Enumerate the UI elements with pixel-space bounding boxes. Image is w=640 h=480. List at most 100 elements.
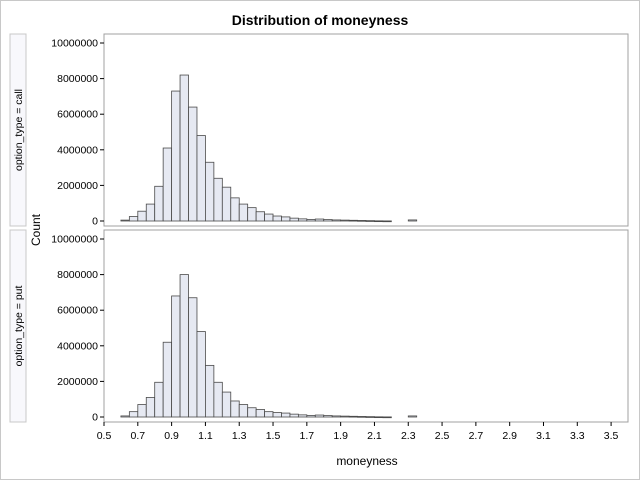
histogram-bar xyxy=(357,416,367,418)
histogram-bar xyxy=(179,74,189,222)
histogram-bar xyxy=(331,415,342,418)
panel-label-put: option_type = put xyxy=(13,285,25,366)
x-tick-label: 0.9 xyxy=(164,430,179,442)
panel-label-call: option_type = call xyxy=(13,89,25,171)
histogram-bar xyxy=(238,203,249,222)
histogram-bar xyxy=(221,391,232,418)
histogram-bar xyxy=(154,185,164,222)
y-axis-ticks-put: 0 2000000 4000000 6000000 8000000 10000000 xyxy=(51,234,104,424)
histogram-bar xyxy=(128,216,139,222)
histogram-bar xyxy=(137,404,147,418)
x-tick-label: 1.5 xyxy=(266,430,281,442)
histogram-bar xyxy=(128,411,139,418)
histogram-bar xyxy=(264,213,274,222)
x-tick-label: 2.1 xyxy=(367,430,382,442)
y-tick-label: 6000000 xyxy=(57,109,98,121)
histogram-bar xyxy=(264,411,274,418)
x-tick-label: 3.5 xyxy=(604,430,619,442)
histogram-bar xyxy=(205,364,215,418)
y-tick-label: 4000000 xyxy=(57,340,98,352)
histogram-bar xyxy=(357,220,367,222)
histogram-bar xyxy=(306,218,316,222)
histogram-bar xyxy=(171,90,181,222)
histogram-bar xyxy=(374,220,384,223)
histogram-bar xyxy=(188,297,198,418)
histogram-bar xyxy=(230,400,240,418)
histogram-bar xyxy=(213,381,223,418)
histogram-bar xyxy=(323,219,333,222)
x-tick-label: 0.7 xyxy=(131,430,146,442)
bars-call xyxy=(120,74,418,223)
histogram-bar xyxy=(323,415,333,418)
histogram-bar xyxy=(188,106,198,222)
panel-strip-call xyxy=(9,33,27,227)
y-axis-label: Count xyxy=(29,213,43,246)
histogram-bar xyxy=(247,207,257,222)
x-tick-label: 2.9 xyxy=(502,430,517,442)
histogram-bar xyxy=(205,161,215,222)
y-tick-label: 2000000 xyxy=(57,180,98,192)
histogram-bar xyxy=(145,397,156,418)
histogram-bar xyxy=(120,415,130,418)
histogram-bar xyxy=(272,412,282,418)
y-tick-label: 10000000 xyxy=(51,38,98,50)
histogram-bar xyxy=(331,219,342,222)
panel-frame-call xyxy=(103,33,629,227)
histogram-bar xyxy=(314,218,325,222)
x-tick-label: 1.7 xyxy=(300,430,315,442)
y-tick-label: 8000000 xyxy=(57,269,98,281)
histogram-bar xyxy=(230,197,240,222)
x-axis-label: moneyness xyxy=(336,454,397,468)
histogram-bar xyxy=(255,409,265,418)
histogram-bar xyxy=(340,415,350,418)
histogram-bar xyxy=(272,215,282,222)
histogram-bar xyxy=(162,341,173,418)
y-axis-ticks-call: 0 2000000 4000000 6000000 8000000 10000000 xyxy=(51,38,104,228)
histogram-bar xyxy=(213,177,223,222)
histogram-bar xyxy=(179,274,189,418)
bars-put xyxy=(120,274,418,419)
histogram-bar xyxy=(365,416,375,418)
histogram-bar xyxy=(281,412,291,418)
panel-frame-put xyxy=(103,229,629,423)
histogram-bar xyxy=(407,415,418,418)
x-tick-label: 1.3 xyxy=(232,430,247,442)
histogram-bar xyxy=(281,216,291,222)
histogram-bar xyxy=(297,218,308,222)
x-tick-label: 0.5 xyxy=(97,430,112,442)
y-tick-label: 6000000 xyxy=(57,305,98,317)
histogram-bar xyxy=(340,219,350,222)
histogram-bar xyxy=(314,414,325,418)
histogram-bar xyxy=(247,407,257,418)
histogram-bar xyxy=(365,220,375,222)
histogram-bar xyxy=(255,211,265,222)
y-tick-label: 10000000 xyxy=(51,234,98,246)
histogram-bar xyxy=(137,210,147,222)
histogram-bar xyxy=(171,295,181,418)
histogram-bar xyxy=(289,413,299,418)
panel-strip-put xyxy=(9,229,27,423)
histogram-bar xyxy=(289,217,299,222)
histogram-bar xyxy=(221,186,232,222)
histogram-bar xyxy=(162,147,173,222)
histogram-bar xyxy=(382,220,392,223)
histogram-bar xyxy=(297,414,308,418)
y-tick-label: 4000000 xyxy=(57,144,98,156)
y-tick-label: 2000000 xyxy=(57,376,98,388)
y-tick-label: 8000000 xyxy=(57,73,98,85)
x-axis-ticks: 0.5 0.7 0.9 1.1 1.3 1.5 1.7 1.9 2.1 2.3 2.5 2.7 2.9 3… xyxy=(97,422,619,442)
x-tick-label: 2.5 xyxy=(435,430,450,442)
x-tick-label: 1.1 xyxy=(198,430,213,442)
histogram-bar xyxy=(196,135,206,222)
y-tick-label: 0 xyxy=(92,412,98,424)
x-tick-label: 2.7 xyxy=(469,430,484,442)
histogram-bar xyxy=(382,416,392,419)
histogram-bar xyxy=(348,415,358,418)
histogram-bar xyxy=(145,203,156,222)
chart-title: Distribution of moneyness xyxy=(232,12,409,28)
histogram-bar xyxy=(196,331,206,418)
histogram-bar xyxy=(154,381,164,418)
y-tick-label: 0 xyxy=(92,216,98,228)
